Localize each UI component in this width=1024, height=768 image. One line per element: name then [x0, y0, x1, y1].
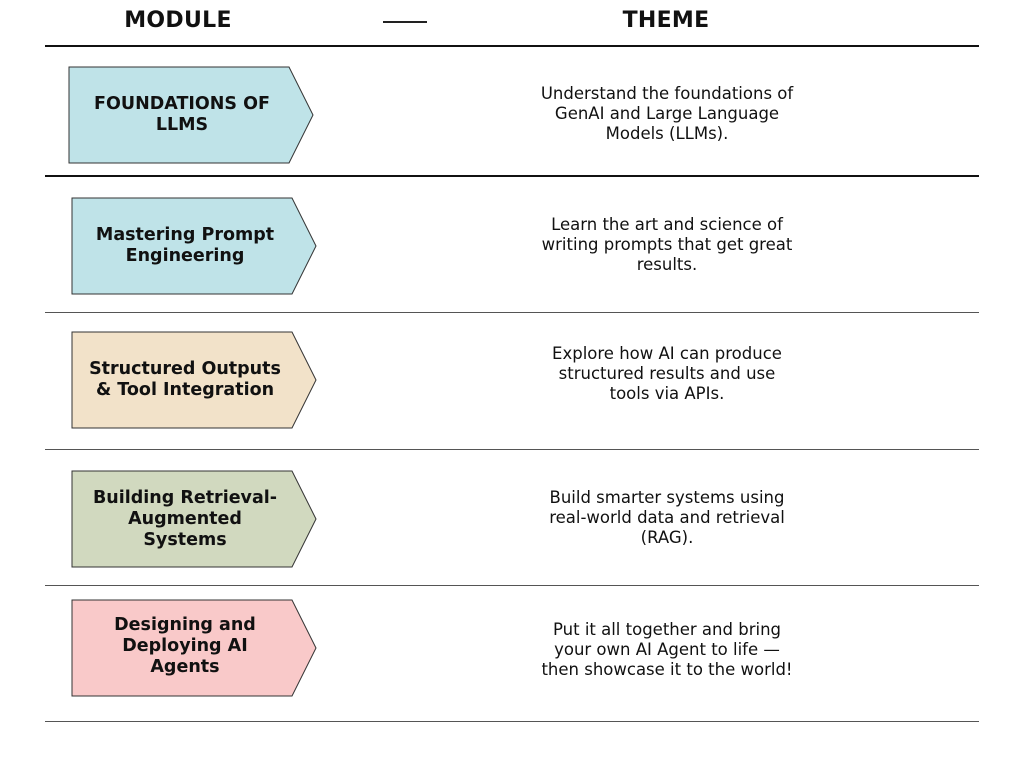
- module-title: FOUNDATIONS OF LLMS: [94, 94, 270, 135]
- module-tag-arrow: [71, 470, 317, 568]
- module-tag-shape: [71, 197, 317, 295]
- theme-column-header: THEME: [622, 8, 710, 33]
- module-title: Structured Outputs & Tool Integration: [89, 359, 281, 400]
- module-tag: Mastering Prompt Engineering: [71, 197, 317, 295]
- row-divider: [45, 175, 979, 177]
- bottom-rule: [45, 721, 979, 722]
- module-tag-arrow: [71, 331, 317, 429]
- module-theme-text: Learn the art and science of writing pro…: [541, 215, 793, 274]
- row-divider: [45, 585, 979, 586]
- header-divider-dash: [383, 21, 427, 23]
- module-tag: Structured Outputs & Tool Integration: [71, 331, 317, 429]
- header-rule: [45, 45, 979, 47]
- module-tag-shape: [71, 470, 317, 568]
- module-theme-text: Build smarter systems using real-world d…: [549, 488, 785, 547]
- module-tag-arrow: [71, 599, 317, 697]
- row-divider: [45, 312, 979, 313]
- module-tag: FOUNDATIONS OF LLMS: [68, 66, 314, 164]
- module-theme-text: Put it all together and bring your own A…: [541, 620, 793, 679]
- module-title: Building Retrieval- Augmented Systems: [92, 487, 278, 550]
- module-tag: Building Retrieval- Augmented Systems: [71, 470, 317, 568]
- module-tag-shape: [71, 331, 317, 429]
- module-theme-text: Explore how AI can produce structured re…: [552, 344, 782, 403]
- module-tag-shape: [68, 66, 314, 164]
- module-title: Designing and Deploying AI Agents: [114, 614, 256, 677]
- module-tag-shape: [71, 599, 317, 697]
- module-column-header: MODULE: [124, 8, 232, 33]
- module-theme-text: Understand the foundations of GenAI and …: [540, 84, 794, 143]
- row-divider: [45, 449, 979, 450]
- module-title: Mastering Prompt Engineering: [95, 225, 275, 266]
- module-tag: Designing and Deploying AI Agents: [71, 599, 317, 697]
- module-tag-arrow: [68, 66, 314, 164]
- module-tag-arrow: [71, 197, 317, 295]
